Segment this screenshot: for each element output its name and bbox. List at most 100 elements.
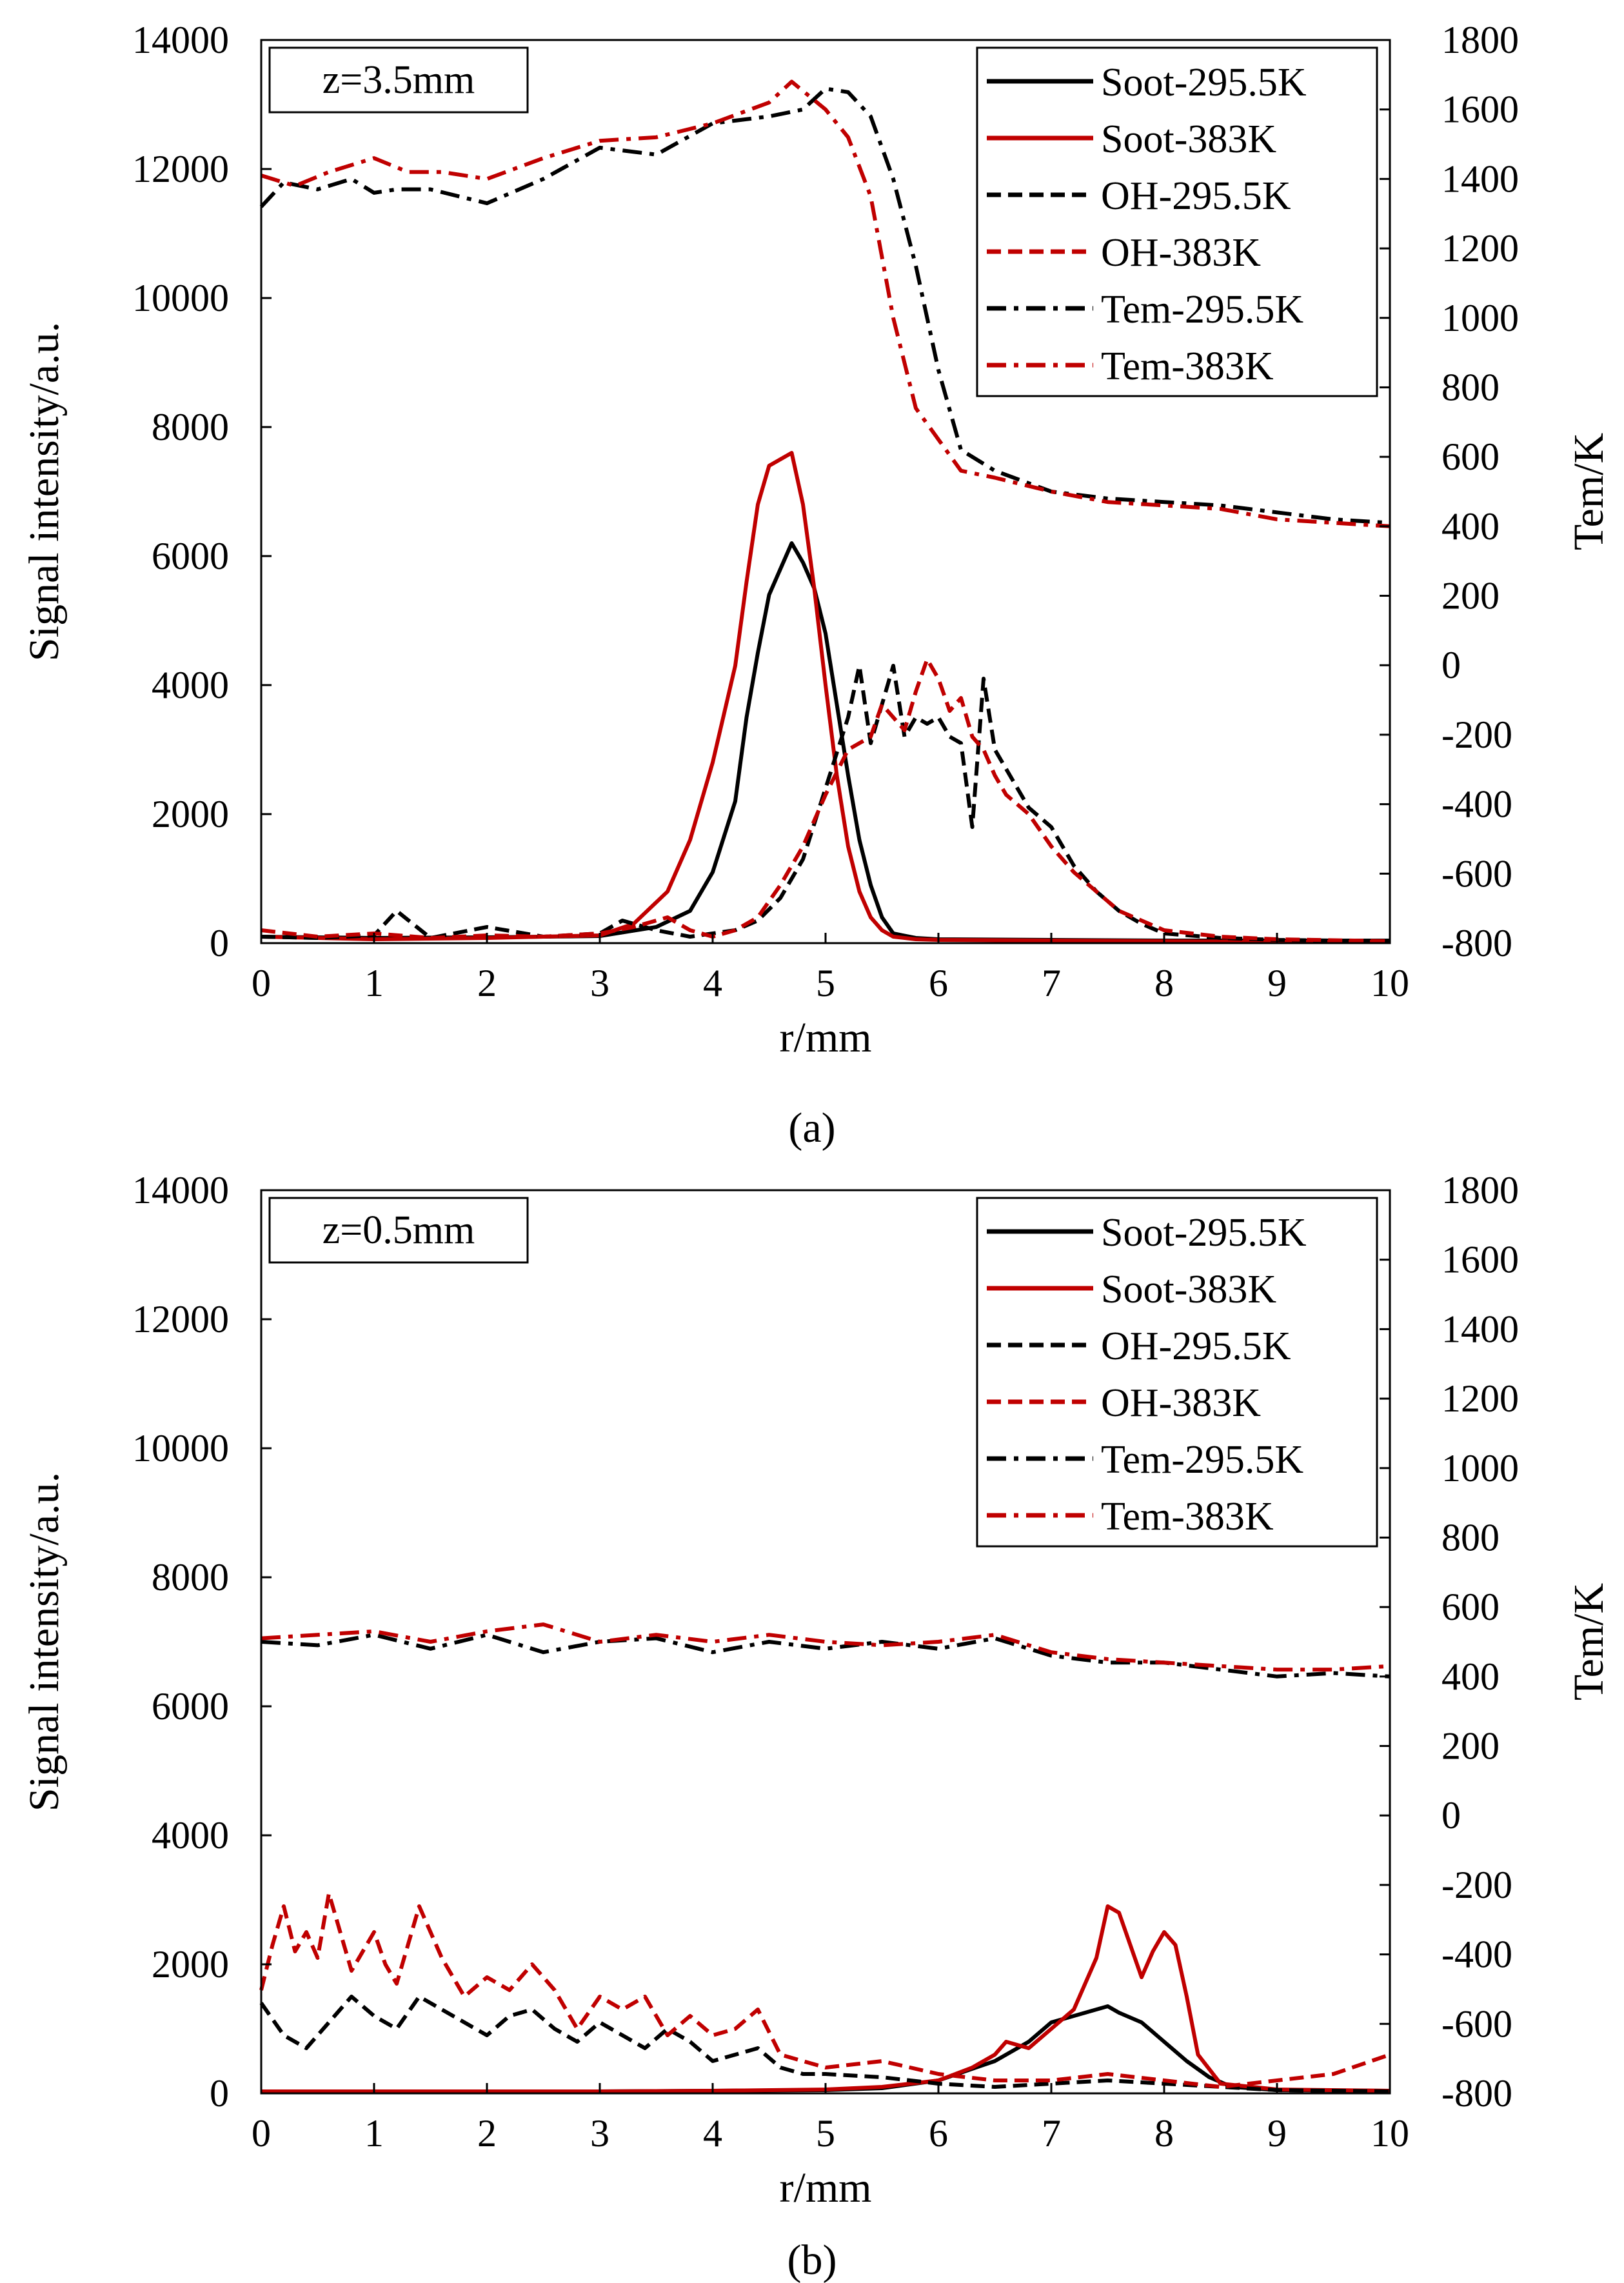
x-tick-label: 5 [816,962,835,1004]
y2-tick-label: 1600 [1441,1239,1519,1281]
y-tick-label: 14000 [132,19,229,61]
series-line-oh-383k [259,1891,1391,2089]
legend-label: Tem-295.5K [1101,288,1303,332]
y-tick-label: 6000 [152,535,229,577]
series-line-soot-295-5k [261,2004,1391,2093]
legend-label: Soot-383K [1101,1268,1276,1311]
y2-tick-label: 1400 [1441,157,1519,200]
y2-tick-label: 600 [1441,1586,1500,1628]
y2-tick-label: 1200 [1441,1377,1519,1420]
x-tick-label: 7 [1042,962,1061,1004]
y2-tick-label: 1000 [1441,297,1519,339]
x-tick-label: 0 [252,962,271,1004]
x-axis-title: r/mm [780,1014,872,1061]
x-tick-label: 5 [816,2112,835,2155]
y-tick-label: 10000 [132,1427,229,1470]
series-line-oh-295-5k [259,1995,1391,2093]
y-tick-label: 10000 [132,277,229,319]
y-tick-label: 8000 [152,1556,229,1599]
y2-tick-label: -400 [1441,1933,1512,1976]
series-line-soot-383k [261,451,1390,944]
y2-tick-label: 1400 [1441,1308,1519,1350]
x-tick-label: 7 [1042,2112,1061,2155]
y2-tick-label: -600 [1441,2002,1512,2045]
x-tick-label: 1 [364,2112,384,2155]
y2-tick-label: -800 [1441,922,1512,964]
series-line-tem-295-5k [261,1633,1391,1679]
legend-label: Tem-383K [1101,344,1274,388]
y2-tick-label: 200 [1441,1725,1500,1768]
y-tick-label: 2000 [152,1943,229,1986]
y2-tick-label: 0 [1441,1794,1461,1837]
legend-label: Soot-295.5K [1101,61,1307,105]
legend-label: Soot-295.5K [1101,1211,1307,1255]
legend-label: OH-383K [1101,231,1261,275]
legend-box [976,46,1378,397]
y-tick-label: 8000 [152,406,229,448]
y-tick-label: 4000 [152,664,229,706]
annotation-box [268,1197,529,1264]
y2-tick-label: 1600 [1441,88,1519,131]
y-tick-label: 2000 [152,793,229,835]
panel-caption: (a) [788,1104,835,1151]
y2-tick-label: 400 [1441,505,1500,548]
legend-label: OH-295.5K [1101,1324,1291,1368]
y-tick-label: 0 [210,2072,229,2115]
x-tick-label: 9 [1267,962,1287,1004]
y-tick-label: 12000 [132,148,229,190]
series-line-soot-295-5k [261,541,1390,942]
y2-tick-label: -400 [1441,783,1512,826]
legend-label: Tem-295.5K [1101,1438,1303,1482]
legend-label: Soot-383K [1101,117,1276,161]
series-line-tem-383k [261,79,1391,528]
y2-tick-label: 800 [1441,366,1500,408]
series-line-oh-383k [261,657,1391,943]
series-line-tem-295-5k [259,86,1391,525]
y2-tick-label: 0 [1441,644,1461,686]
x-tick-label: 3 [590,962,609,1004]
y2-tick-label: -600 [1441,852,1512,895]
y2-tick-label: -200 [1441,713,1512,756]
y2-tick-label: 600 [1441,435,1500,478]
x-tick-label: 10 [1371,2112,1409,2155]
annotation-box [268,46,529,114]
x-tick-label: 8 [1154,962,1174,1004]
legend-label: OH-383K [1101,1381,1261,1425]
x-tick-label: 4 [703,2112,722,2155]
series-line-oh-295-5k [261,664,1391,943]
y2-tick-label: -800 [1441,2072,1512,2115]
x-axis-title: r/mm [780,2164,872,2211]
x-tick-label: 9 [1267,2112,1287,2155]
legend-box [976,1197,1378,1548]
series-line-tem-383k [261,1622,1391,1672]
x-tick-label: 6 [929,2112,948,2155]
y-axis-title: Signal intensity/a.u. [21,1472,68,1811]
y2-tick-label: 1800 [1441,19,1519,61]
y2-tick-label: -200 [1441,1864,1512,1906]
annotation-text: z=3.5mm [322,58,475,102]
legend-label: OH-295.5K [1101,174,1291,218]
panel-caption: (b) [787,2237,837,2283]
y2-axis-title: Tem/K [1565,1583,1612,1700]
y2-tick-label: 200 [1441,575,1500,617]
y-tick-label: 12000 [132,1298,229,1341]
x-tick-label: 6 [929,962,948,1004]
x-tick-label: 8 [1154,2112,1174,2155]
x-tick-label: 3 [590,2112,609,2155]
x-tick-label: 2 [477,2112,497,2155]
y2-tick-label: 800 [1441,1516,1500,1559]
y2-tick-label: 1800 [1441,1169,1519,1211]
x-tick-label: 10 [1371,962,1409,1004]
legend-label: Tem-383K [1101,1495,1274,1539]
y-tick-label: 6000 [152,1685,229,1728]
y2-tick-label: 1200 [1441,227,1519,270]
y2-axis-title: Tem/K [1565,433,1612,550]
series-line-soot-383k [261,1904,1391,2093]
x-tick-label: 1 [364,962,384,1004]
y2-tick-label: 1000 [1441,1447,1519,1490]
chart-panel-1: 0 1 2 3 4 5 6 7 8 9 100200040006000800010000120001… [21,1169,1612,2283]
chart-panel-0: 0 1 2 3 4 5 6 7 8 9 100200040006000800010000120001… [21,19,1612,1151]
y-tick-label: 14000 [132,1169,229,1211]
y-tick-label: 0 [210,922,229,964]
